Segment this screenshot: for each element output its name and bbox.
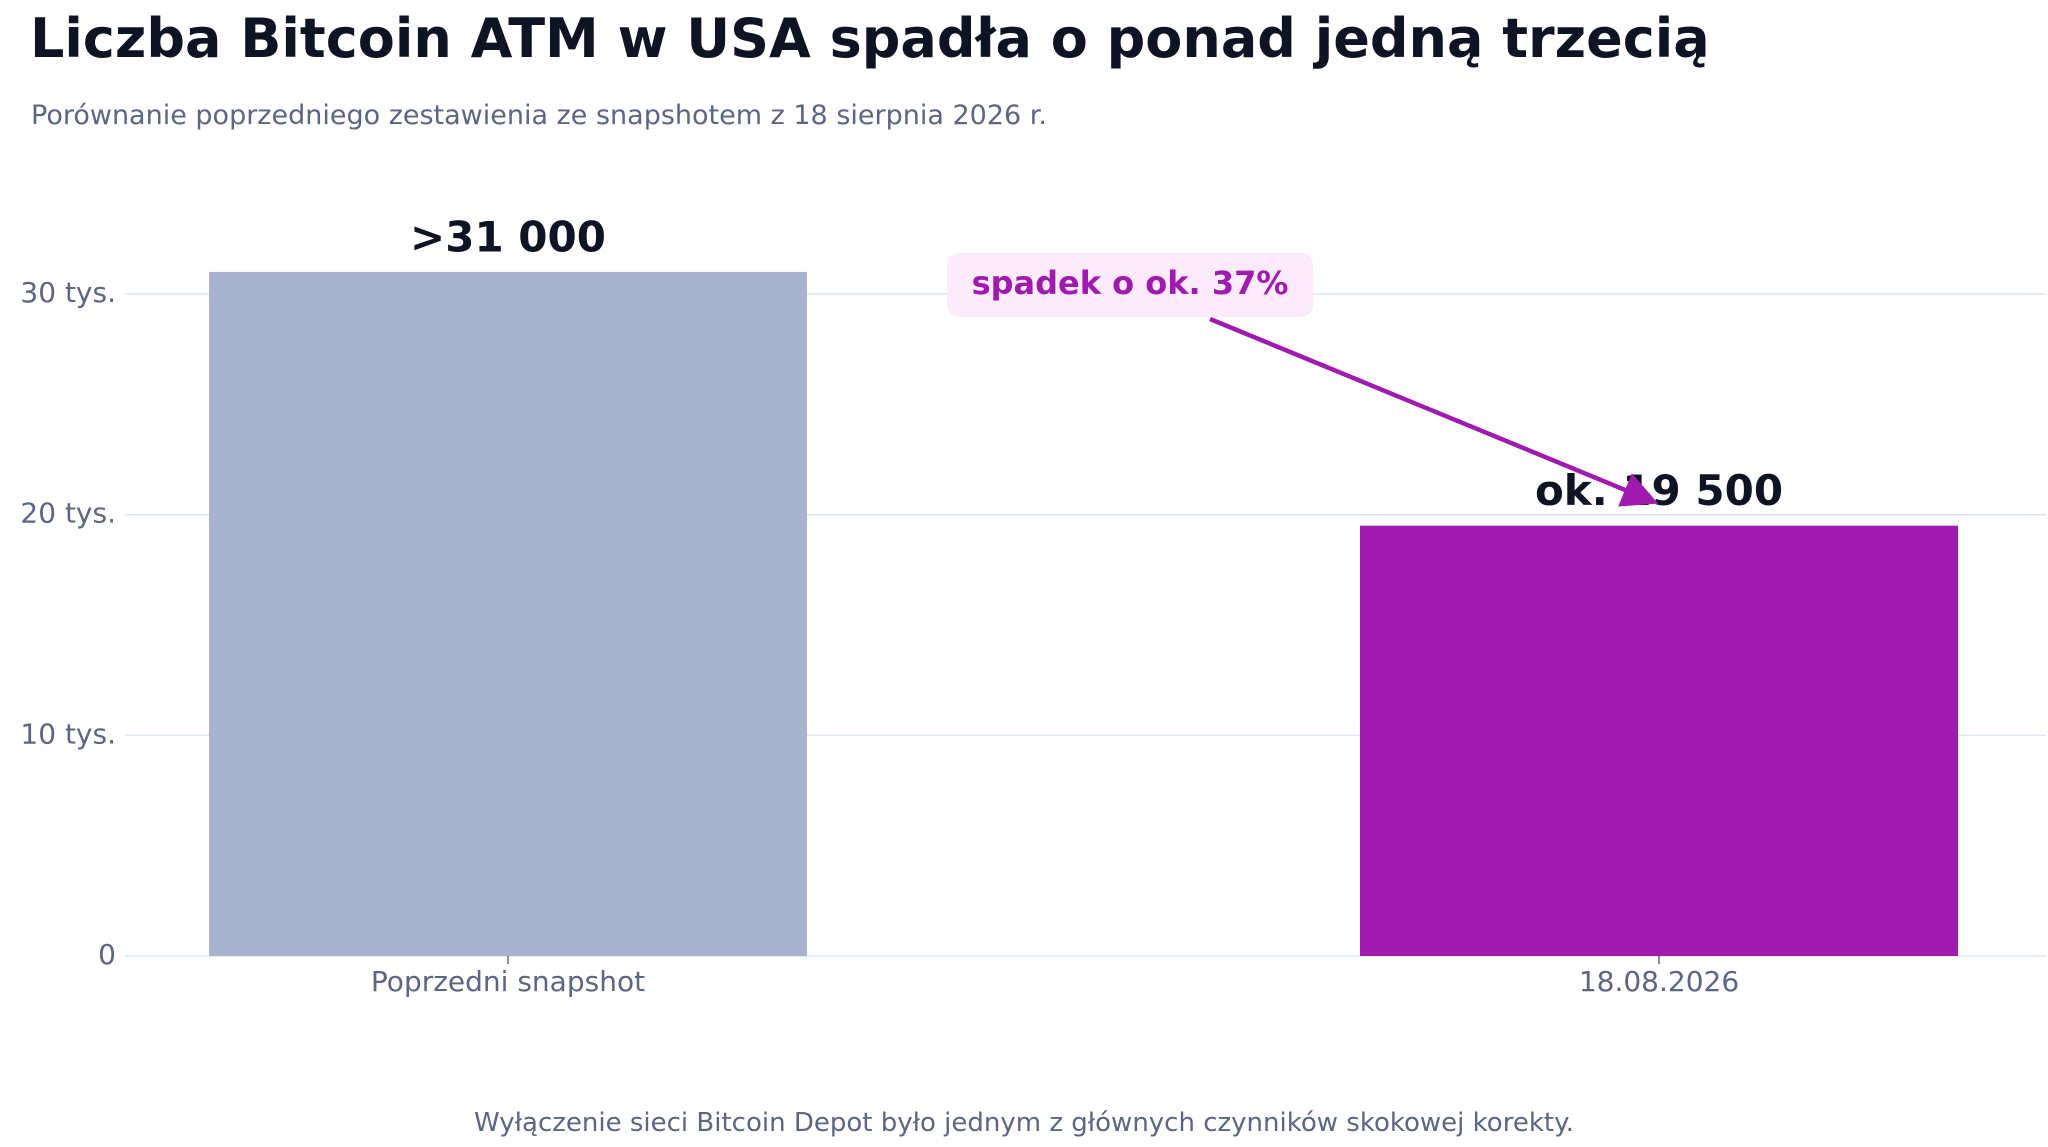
y-axis-ticks: 0 10 tys. 20 tys. 30 tys. <box>20 276 116 971</box>
bar <box>1360 525 1958 956</box>
x-tick-label: Poprzedni snapshot <box>371 965 645 998</box>
bar-value-label: >31 000 <box>410 212 606 261</box>
annotation-arrow <box>1209 316 1659 507</box>
x-axis-ticks: Poprzedni snapshot 18.08.2026 <box>371 956 1739 998</box>
value-labels: >31 000 ok. 19 500 <box>410 212 1783 515</box>
change-annotation: spadek o ok. 37% <box>947 253 1659 507</box>
bar <box>209 271 807 956</box>
bar-value-label: ok. 19 500 <box>1535 466 1783 515</box>
y-tick-label: 10 tys. <box>20 717 116 750</box>
y-tick-label: 20 tys. <box>20 497 116 530</box>
chart-footnote: Wyłączenie sieci Bitcoin Depot było jedn… <box>473 1108 1575 1138</box>
y-tick-label: 30 tys. <box>20 276 116 309</box>
annotation-box <box>947 253 1313 317</box>
bars <box>209 271 1958 956</box>
y-tick-label: 0 <box>98 938 116 971</box>
chart-subtitle: Porównanie poprzedniego zestawienia ze s… <box>31 100 1047 131</box>
chart-title: Liczba Bitcoin ATM w USA spadła o ponad … <box>30 7 1710 70</box>
x-tick-label: 18.08.2026 <box>1579 965 1739 998</box>
annotation-text: spadek o ok. 37% <box>972 264 1289 302</box>
